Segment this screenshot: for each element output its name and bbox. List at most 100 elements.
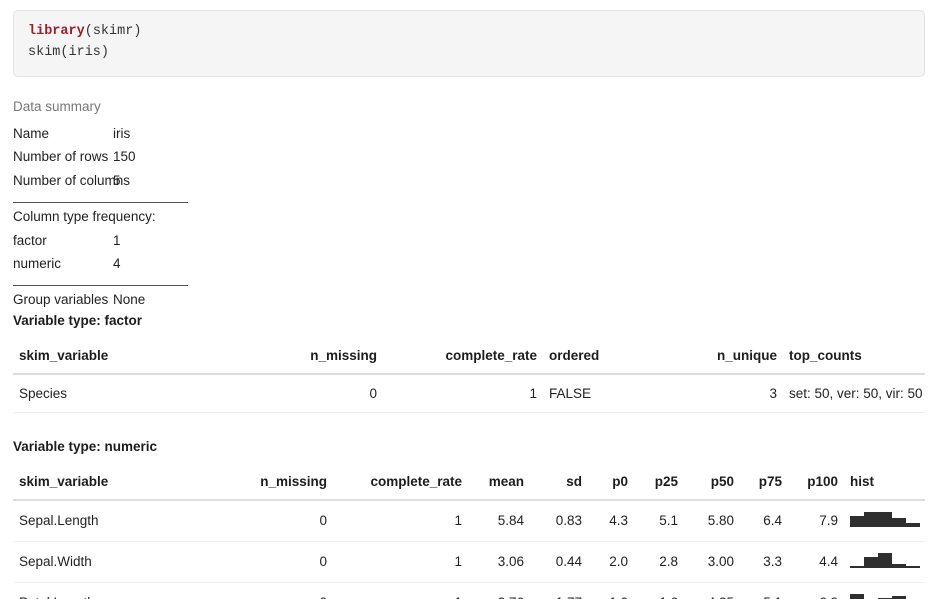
cell-sd: 1.77 <box>530 582 588 599</box>
cell-p0: 2.0 <box>588 541 634 583</box>
summary-value: 4 <box>113 256 121 272</box>
cell-ordered: FALSE <box>543 373 693 413</box>
cell-skim-variable: Species <box>13 373 243 413</box>
cell-p0: 1.0 <box>588 582 634 599</box>
cell-skim-variable: Sepal.Width <box>13 541 223 583</box>
table-row: Number of columns 5 <box>13 169 188 193</box>
cell-n-missing: 0 <box>223 499 333 542</box>
summary-value: 1 <box>113 232 121 248</box>
table-row: Petal.Length013.761.771.01.64.355.16.9 <box>13 582 925 599</box>
column-header-skim-variable: skim_variable <box>13 469 223 501</box>
summary-value: 5 <box>113 172 121 188</box>
table-row: numeric 4 <box>13 252 188 276</box>
code-block: library(skimr) skim(iris) <box>13 10 925 77</box>
numeric-table-header-row: skim_variable n_missing complete_rate me… <box>13 469 925 501</box>
column-header-top-counts: top_counts <box>783 343 925 375</box>
histogram-bar <box>878 597 892 599</box>
table-row: Sepal.Width 0 1 3.06 0.44 2.0 2.8 3.00 3.3 4.4 <box>13 541 925 583</box>
column-header-p25: p25 <box>634 469 684 501</box>
column-header-p0: p0 <box>588 469 634 501</box>
cell-complete-rate: 1 <box>333 499 468 542</box>
cell-mean: 3.06 <box>468 541 530 583</box>
cell-complete-rate: 1 <box>383 373 543 413</box>
column-header-p75: p75 <box>740 469 788 501</box>
cell-complete-rate: 1 <box>333 541 468 583</box>
cell-sd: 0.83 <box>530 499 588 542</box>
cell-skim-variable: Petal.Length <box>13 582 223 599</box>
summary-spacer <box>13 276 188 286</box>
column-header-n-missing: n_missing <box>223 469 333 501</box>
table-row: Column type frequency: <box>13 202 188 229</box>
group-variables-label: Group variables <box>13 285 113 312</box>
cell-n-missing: 0 <box>243 373 383 413</box>
cell-sd: 0.44 <box>530 541 588 583</box>
cell-hist <box>844 499 925 542</box>
cell-p100: 6.9 <box>788 582 844 599</box>
summary-key: Number of rows <box>13 149 109 165</box>
cell-p50: 3.00 <box>684 541 740 583</box>
table-row: Name iris <box>13 122 188 146</box>
cell-mean: 5.84 <box>468 499 530 542</box>
cell-p50: 4.35 <box>684 582 740 599</box>
cell-hist <box>844 582 925 599</box>
variable-type-factor-heading: Variable type: factor <box>13 312 143 328</box>
factor-table-header-row: skim_variable n_missing complete_rate or… <box>13 343 925 375</box>
column-header-n-unique: n_unique <box>693 343 783 375</box>
histogram-bar <box>906 522 920 527</box>
cell-p25: 1.6 <box>634 582 684 599</box>
histogram-sparkline <box>850 593 920 599</box>
cell-p25: 5.1 <box>634 499 684 542</box>
code-line-1: library(skimr) <box>28 22 910 43</box>
column-header-hist: hist <box>844 469 925 501</box>
summary-key: Number of columns <box>13 172 131 188</box>
column-header-n-missing: n_missing <box>243 343 383 375</box>
cell-p75: 6.4 <box>740 499 788 542</box>
cell-p100: 7.9 <box>788 499 844 542</box>
column-header-sd: sd <box>530 469 588 501</box>
cell-n-missing: 0 <box>223 541 333 583</box>
numeric-table-body: Sepal.Length 0 1 5.84 0.83 4.3 5.1 5.80 6.4 7.9 Se… <box>13 499 925 599</box>
numeric-skim-table: skim_variable n_missing complete_rate me… <box>13 469 925 599</box>
column-header-p100: p100 <box>788 469 844 501</box>
cell-mean: 3.76 <box>468 582 530 599</box>
histogram-bar <box>892 563 906 568</box>
histogram-bar <box>864 556 878 568</box>
table-row: Number of rows 150 <box>13 145 188 169</box>
cell-n-unique: 3 <box>693 373 783 413</box>
column-header-skim-variable: skim_variable <box>13 343 243 375</box>
column-type-frequency-label: Column type frequency: <box>13 202 156 229</box>
cell-n-missing: 0 <box>223 582 333 599</box>
histogram-bar <box>892 595 906 599</box>
cell-hist <box>844 541 925 583</box>
cell-p75: 3.3 <box>740 541 788 583</box>
summary-spacer <box>13 193 188 203</box>
column-header-complete-rate: complete_rate <box>333 469 468 501</box>
cell-p50: 5.80 <box>684 499 740 542</box>
histogram-bar <box>878 511 892 527</box>
column-header-ordered: ordered <box>543 343 693 375</box>
code-line-2: skim(iris) <box>28 44 110 60</box>
histogram-bar <box>878 552 892 568</box>
summary-value: 150 <box>113 149 136 165</box>
histogram-bar <box>850 565 864 568</box>
histogram-bar <box>892 517 906 527</box>
histogram-bar <box>906 565 920 568</box>
factor-skim-table: skim_variable n_missing complete_rate or… <box>13 343 925 413</box>
summary-value: iris <box>113 125 131 141</box>
group-variables-value: None <box>113 285 188 312</box>
data-summary-table: Name iris Number of rows 150 Number of c… <box>13 122 188 312</box>
histogram-sparkline <box>850 511 920 527</box>
data-summary-caption: Data summary <box>13 98 101 114</box>
cell-p100: 4.4 <box>788 541 844 583</box>
summary-key: factor <box>13 232 47 248</box>
cell-top-counts: set: 50, ver: 50, vir: 50 <box>783 373 925 413</box>
table-row: Sepal.Length 0 1 5.84 0.83 4.3 5.1 5.80 6.4 7.9 <box>13 499 925 542</box>
histogram-bar <box>850 593 864 599</box>
column-header-complete-rate: complete_rate <box>383 343 543 375</box>
cell-skim-variable: Sepal.Length <box>13 499 223 542</box>
column-header-mean: mean <box>468 469 530 501</box>
table-row: Group variables None <box>13 285 188 312</box>
summary-key: numeric <box>13 256 62 272</box>
histogram-bar <box>850 515 864 527</box>
variable-type-numeric-heading: Variable type: numeric <box>13 438 158 454</box>
